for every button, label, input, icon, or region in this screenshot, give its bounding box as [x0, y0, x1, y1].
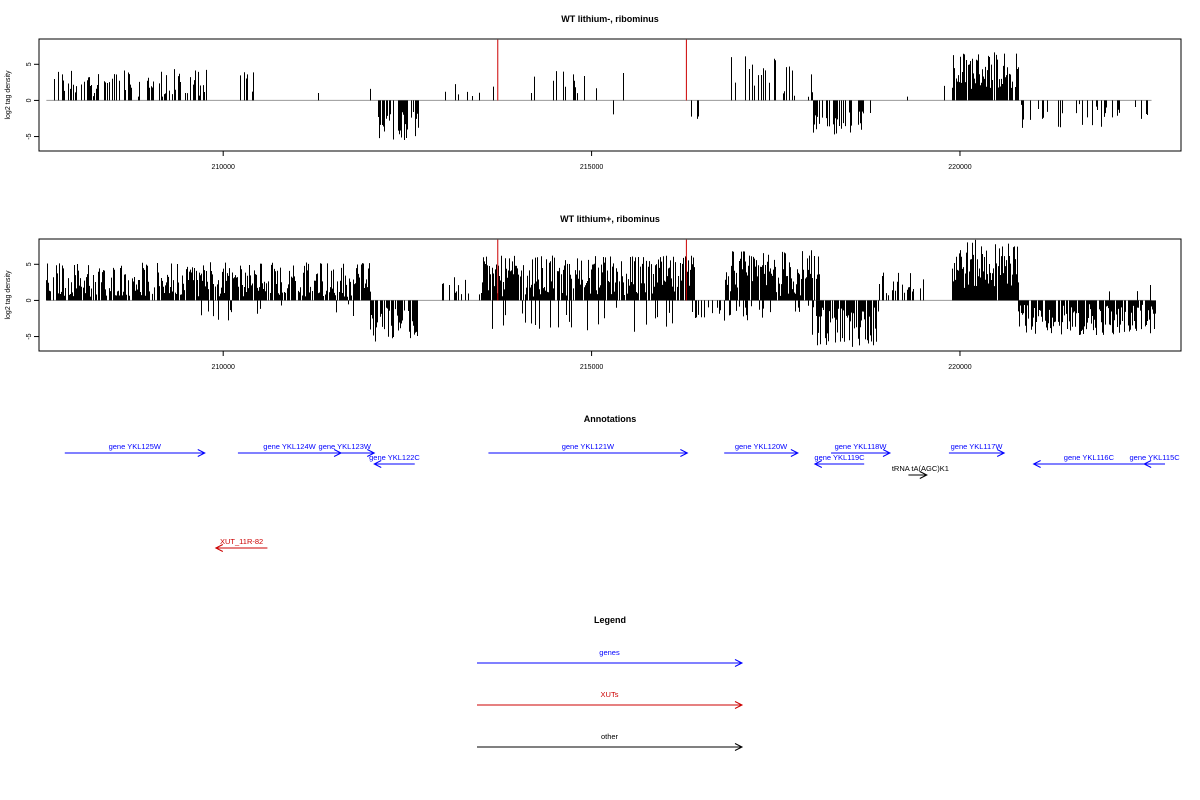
feature-label: gene YKL123W	[319, 442, 372, 451]
x-tick-label: 220000	[948, 364, 971, 371]
annotation-feature: gene YKL125W	[64, 442, 206, 457]
y-axis: 5 0 -5	[26, 262, 39, 340]
y-axis-label: log2 tag density	[5, 70, 12, 120]
arrow-head	[373, 460, 382, 468]
y-axis-label: log2 tag density	[5, 270, 12, 320]
annotation-feature: gene YKL115C	[1129, 453, 1180, 468]
legend: Legend genes XUTs other	[477, 615, 744, 751]
arrow-head	[790, 449, 799, 457]
annotation-feature: gene YKL120W	[724, 442, 799, 457]
annotations-title: Annotations	[584, 414, 637, 424]
arrow-head	[197, 449, 206, 457]
annotation-feature: gene YKL122C	[369, 453, 420, 468]
panel-title: WT lithium-, ribominus	[561, 14, 659, 24]
feature-label: gene YKL117W	[951, 442, 1004, 451]
x-tick-label: 210000	[212, 164, 235, 171]
arrow-head	[734, 743, 744, 751]
y-tick-label: 5	[26, 62, 33, 66]
legend-items: genes XUTs other	[477, 648, 744, 751]
feature-label: gene YKL121W	[562, 442, 615, 451]
arrow-head	[1143, 460, 1152, 468]
y-tick-label: 5	[26, 262, 33, 266]
arrow-head	[813, 460, 823, 468]
arrow-head	[919, 471, 928, 479]
coverage-bars	[46, 239, 1156, 347]
annotation-feature: XUT_11R-82	[214, 537, 268, 552]
arrow-head	[882, 449, 892, 457]
feature-label: XUT_11R-82	[220, 537, 263, 546]
legend-entry: XUTs	[477, 690, 744, 709]
coverage-panel-lithium-minus: WT lithium-, ribominus log2 tag density …	[5, 14, 1182, 171]
annotation-feature: gene YKL123W	[315, 442, 376, 457]
y-tick-label: 0	[26, 298, 33, 302]
legend-entry: genes	[477, 648, 744, 667]
coverage-panel-lithium-plus: WT lithium+, ribominus log2 tag density …	[5, 214, 1182, 371]
y-axis: 5 0 -5	[26, 62, 39, 140]
x-tick-label: 215000	[580, 364, 603, 371]
annotation-feature: gene YKL121W	[488, 442, 689, 457]
x-tick-label: 215000	[580, 164, 603, 171]
arrow-head	[734, 701, 744, 709]
x-axis: 210000 215000 220000	[212, 151, 972, 171]
feature-label: gene YKL115C	[1129, 453, 1180, 462]
arrow-head	[367, 449, 376, 457]
annotation-track: Annotations gene YKL125W gene YKL124W gene…	[64, 414, 1180, 552]
x-tick-label: 220000	[948, 164, 971, 171]
x-tick-label: 210000	[212, 364, 235, 371]
feature-label: gene YKL120W	[735, 442, 788, 451]
legend-entry: other	[477, 732, 744, 751]
coverage-bars	[46, 39, 1152, 140]
arrow-head	[214, 544, 224, 552]
y-tick-label: -5	[26, 133, 33, 139]
annotation-feature: gene YKL116C	[1032, 453, 1145, 468]
annotation-items: gene YKL125W gene YKL124W gene YKL123W gene…	[64, 442, 1180, 552]
plot-frame	[38, 238, 1182, 352]
y-tick-label: 0	[26, 98, 33, 102]
panel-title: WT lithium+, ribominus	[560, 214, 660, 224]
annotation-feature: gene YKL117W	[948, 442, 1006, 457]
legend-label: other	[601, 732, 619, 741]
annotation-feature: gene YKL118W	[831, 442, 892, 457]
arrow-head	[1032, 460, 1041, 468]
feature-label: gene YKL118W	[835, 442, 888, 451]
feature-label: gene YKL116C	[1064, 453, 1115, 462]
arrow-head	[680, 449, 689, 457]
legend-label: genes	[599, 648, 620, 657]
arrow-head	[996, 449, 1006, 457]
y-tick-label: -5	[26, 333, 33, 339]
annotation-feature: tRNA tA(AGC)K1	[892, 464, 949, 479]
feature-label: gene YKL119C	[814, 453, 865, 462]
feature-label: gene YKL122C	[369, 453, 420, 462]
feature-label: gene YKL124W	[263, 442, 316, 451]
feature-label: gene YKL125W	[109, 442, 162, 451]
feature-label: tRNA tA(AGC)K1	[892, 464, 949, 473]
annotation-feature: gene YKL119C	[813, 453, 865, 468]
legend-label: XUTs	[601, 690, 619, 699]
legend-title: Legend	[594, 615, 626, 625]
arrow-head	[734, 659, 744, 667]
x-axis: 210000 215000 220000	[212, 351, 972, 371]
plot-frame	[38, 38, 1182, 152]
